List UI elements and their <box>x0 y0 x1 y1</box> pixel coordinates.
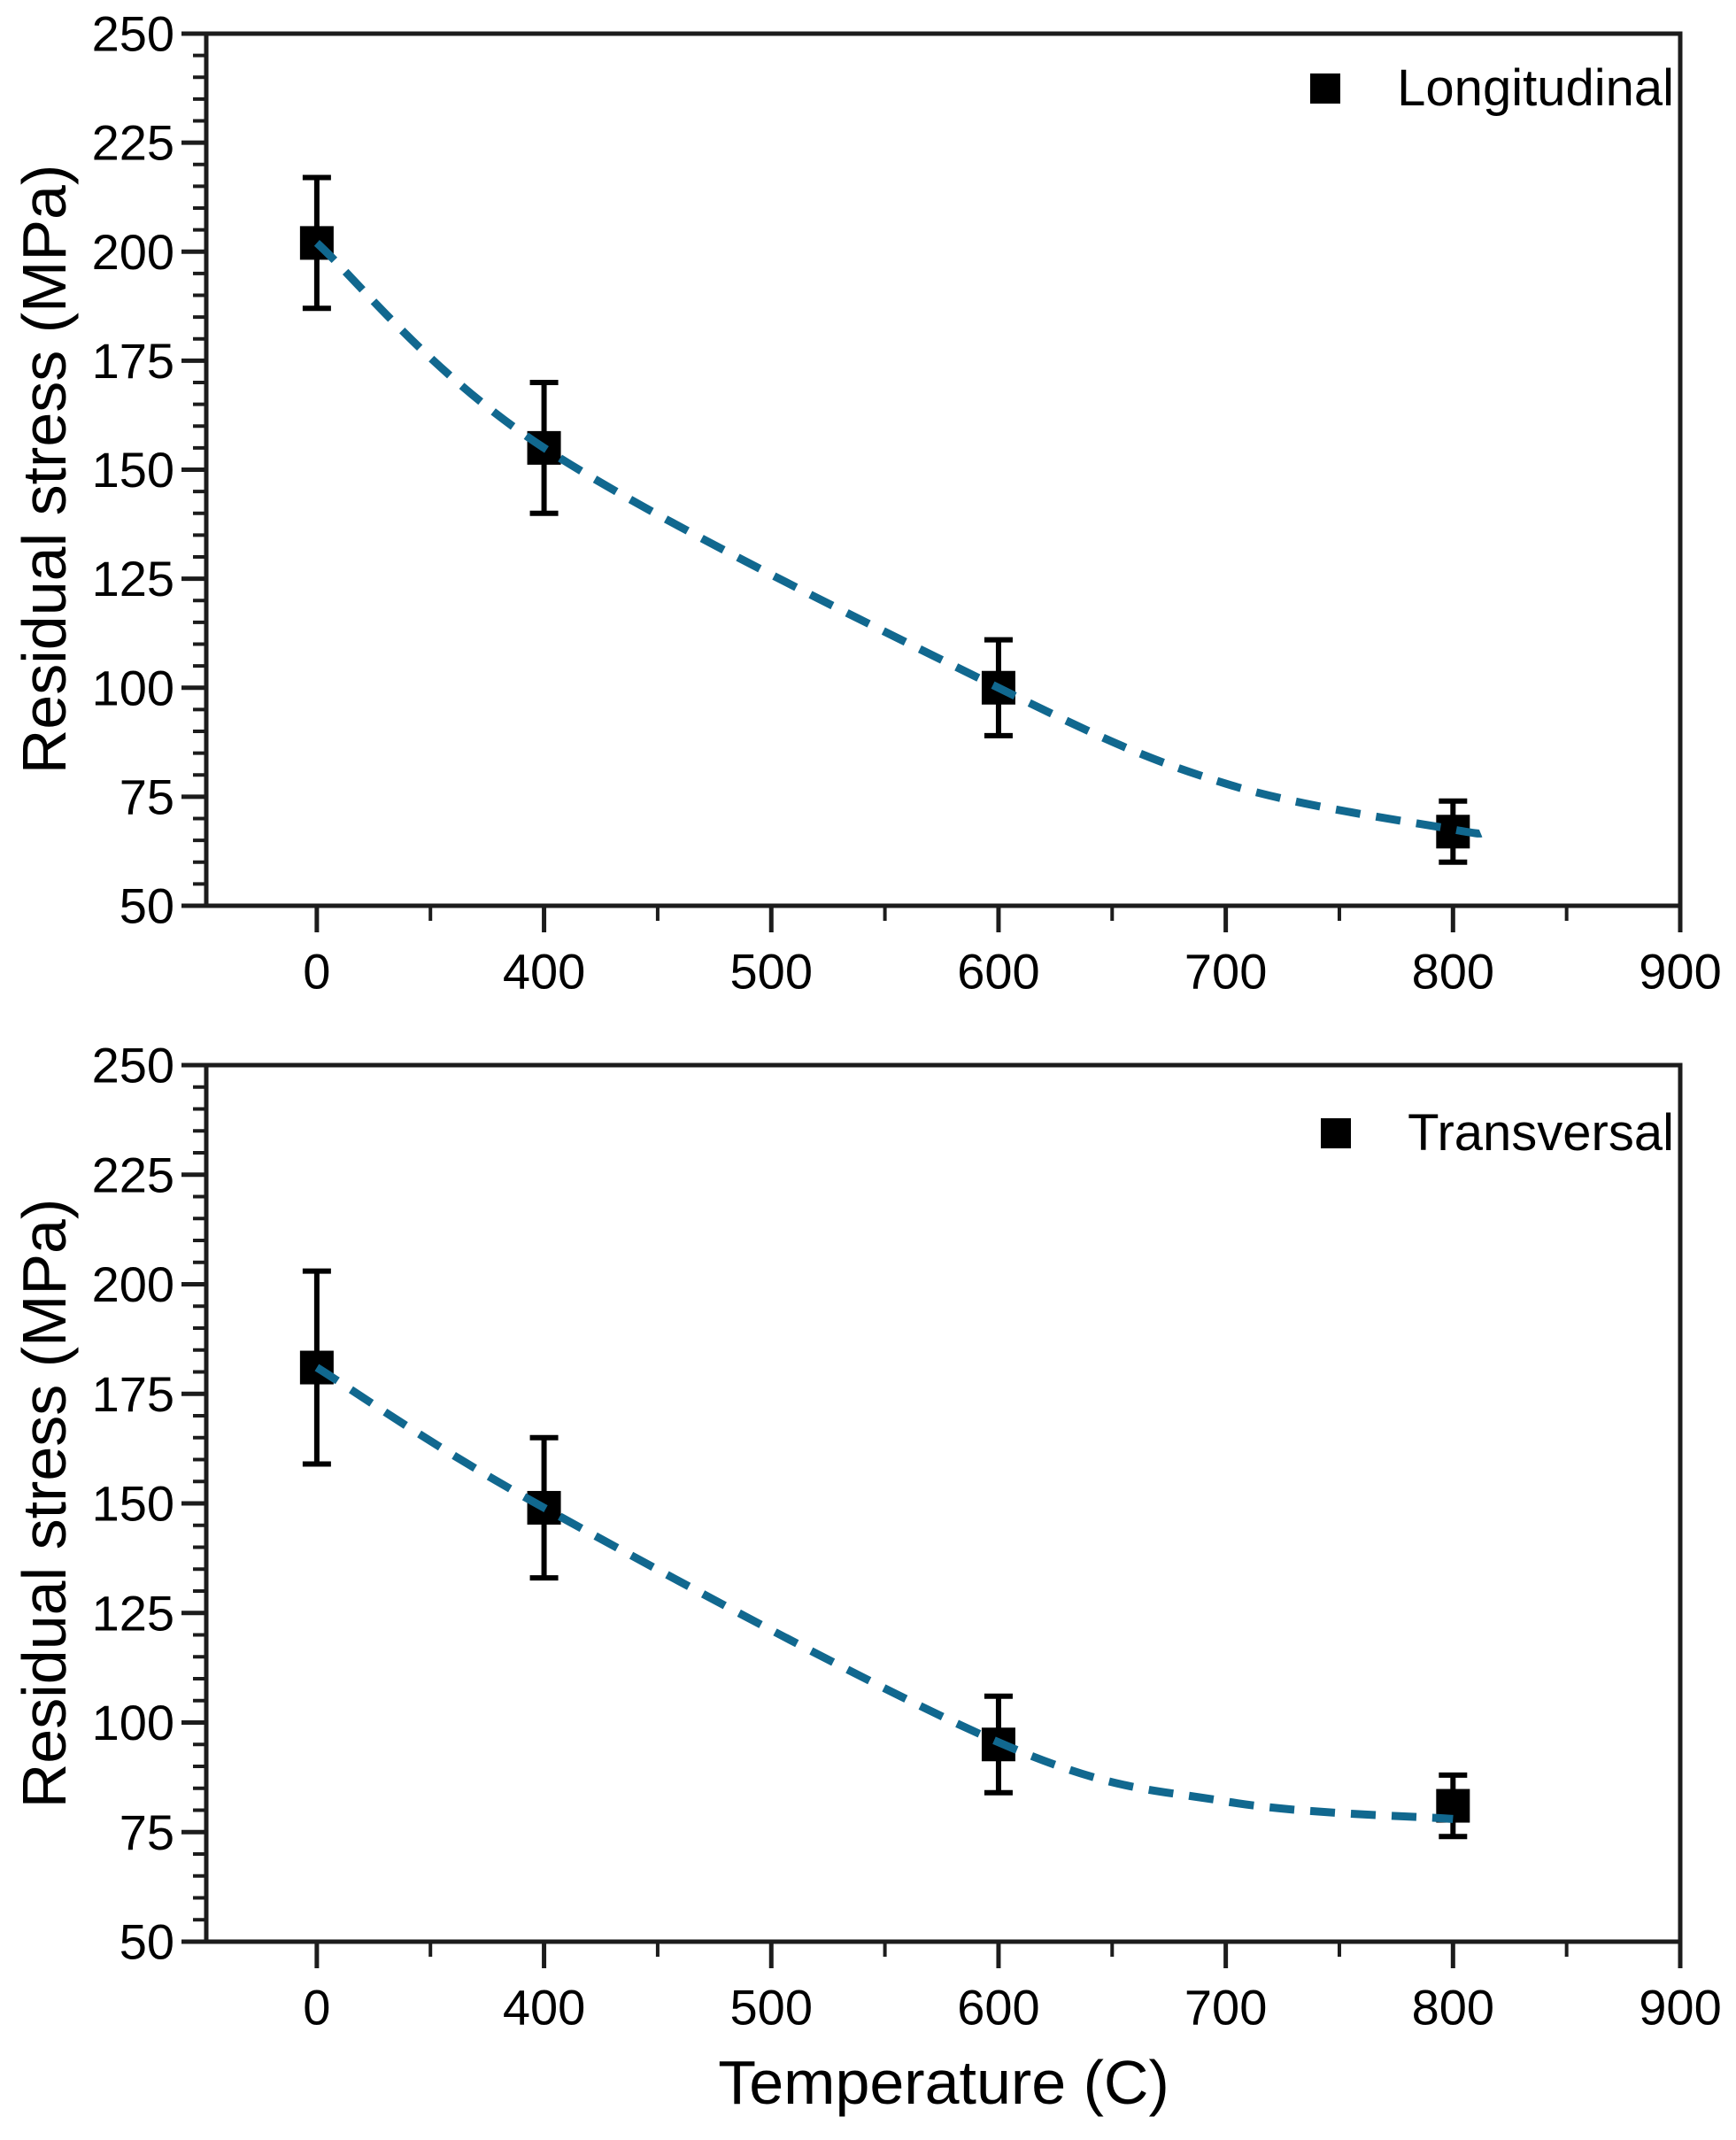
y-tick-label: 250 <box>92 1038 174 1093</box>
x-tick-label: 900 <box>1639 1980 1721 2036</box>
y-tick-label: 225 <box>92 115 174 171</box>
x-tick-label: 800 <box>1412 944 1494 1000</box>
y-axis-title-bottom: Residual stress (MPa) <box>10 1198 79 1809</box>
x-tick-label: 400 <box>503 944 585 1000</box>
y-tick-label: 225 <box>92 1147 174 1202</box>
legend-square-marker-icon <box>1310 73 1341 104</box>
legend-bottom-chart: Transversal <box>1321 1103 1674 1163</box>
y-tick-label: 125 <box>92 551 174 606</box>
plot-border <box>204 31 1683 908</box>
x-tick-label: 800 <box>1412 1980 1494 2036</box>
legend-top-chart: Longitudinal <box>1310 58 1674 118</box>
y-tick-label: 175 <box>92 333 174 389</box>
x-tick-label: 600 <box>957 1980 1039 2036</box>
y-axis-title-top: Residual stress (MPa) <box>10 164 79 775</box>
y-tick-label: 50 <box>120 878 174 934</box>
x-axis-title: Temperature (C) <box>718 2048 1169 2117</box>
y-tick-label: 50 <box>120 1914 174 1970</box>
x-tick-label: 600 <box>957 944 1039 1000</box>
y-tick-label: 100 <box>92 660 174 715</box>
x-tick-label: 400 <box>503 1980 585 2036</box>
x-tick-label: 0 <box>303 1980 330 2036</box>
y-tick-label: 250 <box>92 6 174 62</box>
legend-square-marker-icon <box>1321 1117 1352 1148</box>
y-tick-label: 150 <box>92 1476 174 1532</box>
y-tick-label: 150 <box>92 442 174 498</box>
legend-label: Longitudinal <box>1397 59 1674 117</box>
trend-curve <box>313 240 1485 838</box>
y-tick-label: 200 <box>92 1256 174 1312</box>
y-tick-label: 125 <box>92 1585 174 1641</box>
y-tick-label: 75 <box>120 1804 174 1860</box>
x-tick-label: 900 <box>1639 944 1721 1000</box>
y-tick-label: 175 <box>92 1366 174 1422</box>
trend-curve <box>314 1364 1454 1823</box>
x-tick-label: 700 <box>1184 944 1267 1000</box>
x-tick-label: 500 <box>730 1980 813 2036</box>
x-tick-label: 0 <box>303 944 330 1000</box>
y-tick-label: 75 <box>120 769 174 824</box>
y-tick-label: 200 <box>92 224 174 280</box>
x-tick-label: 700 <box>1184 1980 1267 2036</box>
x-tick-label: 500 <box>730 944 813 1000</box>
legend-label: Transversal <box>1408 1104 1674 1162</box>
y-tick-label: 100 <box>92 1695 174 1750</box>
